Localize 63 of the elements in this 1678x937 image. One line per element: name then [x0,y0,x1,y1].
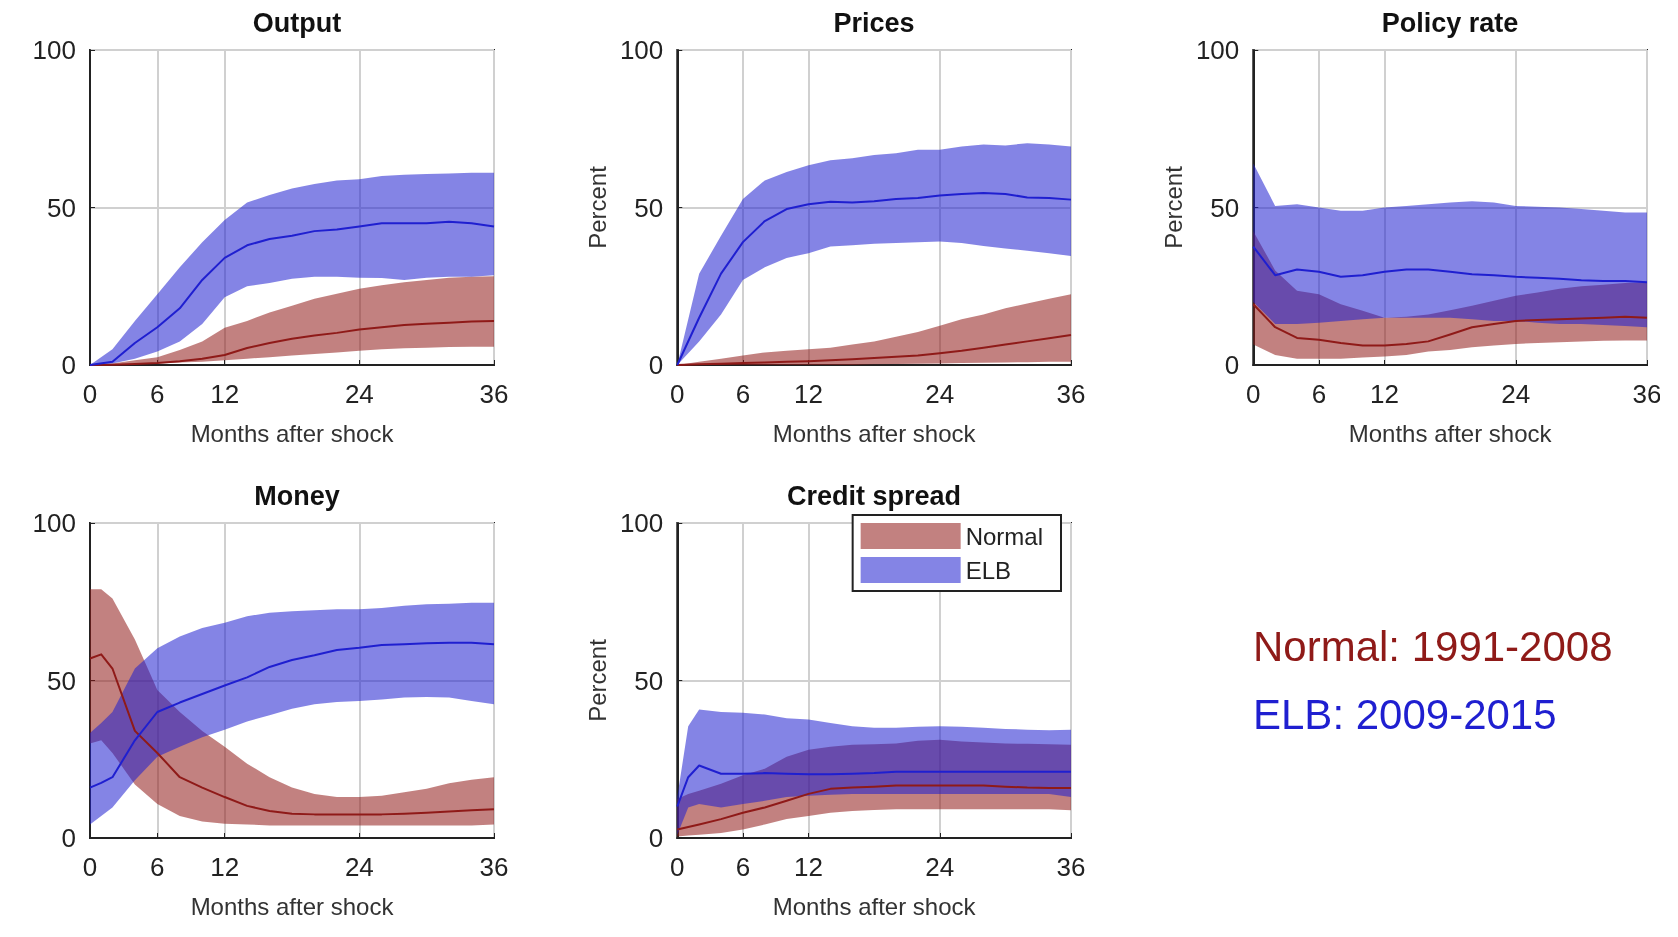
x-tick-label: 6 [150,852,165,882]
y-tick-label: 100 [619,508,664,538]
x-axis-title: Months after shock [772,419,977,447]
legend-label: Normal [965,522,1043,550]
y-tick-label: 100 [619,35,664,65]
x-tick-label: 12 [210,379,240,409]
x-tick-label: 0 [82,379,98,409]
chart-title: Prices [833,7,915,38]
x-tick-label: 36 [479,379,509,409]
y-tick-label: 0 [1224,350,1240,380]
line-series [89,641,495,789]
x-axis-title: Months after shock [190,419,395,447]
x-tick-label: 12 [794,852,823,882]
y-axis-title: Percent [583,638,611,722]
chart-title: Output [252,7,342,38]
x-tick-label: 24 [925,852,955,882]
y-tick-label: 50 [634,192,664,223]
x-tick-label: 0 [1246,379,1261,409]
line-series [1252,245,1648,284]
y-tick-label: 100 [32,35,76,65]
x-tick-label: 6 [150,379,165,409]
chart-title: Credit spread [786,480,962,511]
line-series [89,653,495,816]
y-axis-title: Percent [583,165,611,249]
x-tick-label: 36 [1056,852,1086,882]
y-tick-label: 50 [47,665,76,696]
x-tick-label: 24 [344,379,374,409]
x-axis-title: Months after shock [190,892,395,920]
x-tick-label: 0 [670,852,685,882]
legend-label: ELB [965,556,1012,584]
x-tick-label: 36 [1632,379,1662,409]
x-tick-label: 36 [1056,379,1086,409]
x-tick-label: 0 [82,852,98,882]
line-series [676,764,1072,808]
x-tick-label: 12 [794,379,823,409]
line-series [1252,303,1648,347]
y-tick-label: 50 [47,192,76,223]
text: ELB: 2009-2015 [1253,691,1557,739]
y-tick-label: 50 [634,665,664,696]
x-tick-label: 12 [1370,379,1399,409]
text: Normal: 1991-2008 [1253,623,1613,671]
x-tick-label: 6 [735,379,751,409]
y-tick-label: 0 [648,350,664,380]
x-tick-label: 6 [735,852,751,882]
chart-title: Money [254,480,340,511]
x-axis-title: Months after shock [1348,419,1553,447]
y-tick-label: 0 [648,823,664,853]
y-axis-title: Percent [1159,165,1187,249]
x-tick-label: 36 [479,852,509,882]
x-tick-label: 24 [925,379,955,409]
x-tick-label: 0 [670,379,685,409]
x-tick-label: 24 [1501,379,1531,409]
x-tick-label: 6 [1311,379,1327,409]
y-tick-label: 0 [61,350,76,380]
y-tick-label: 50 [1210,192,1240,223]
x-tick-label: 12 [210,852,240,882]
line-series [676,784,1072,831]
x-axis-title: Months after shock [772,892,977,920]
x-tick-label: 24 [344,852,374,882]
y-tick-label: 100 [1195,35,1240,65]
y-tick-label: 100 [32,508,76,538]
y-tick-label: 0 [61,823,76,853]
chart-title: Policy rate [1381,7,1519,38]
